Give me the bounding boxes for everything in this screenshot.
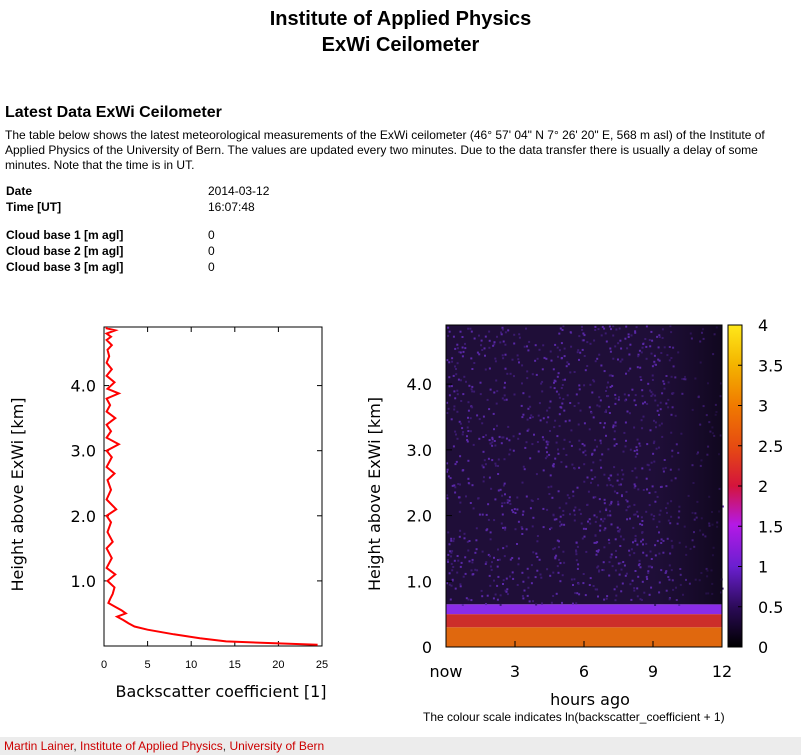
y-tick-label: 2.0 — [71, 507, 96, 526]
x-tick-label: 15 — [229, 659, 241, 671]
table-row: Time [UT] 16:07:48 — [3, 200, 272, 216]
y-tick-label: 3.0 — [71, 442, 96, 461]
x-tick-label: 20 — [272, 659, 284, 671]
heatmap-x-tick-label: 12 — [712, 662, 732, 681]
cloud-base-1-value: 0 — [208, 228, 215, 242]
footer: Martin Lainer, Institute of Applied Phys… — [0, 737, 801, 755]
colorbar-tick-label: 2 — [758, 477, 768, 496]
intro-paragraph: The table below shows the latest meteoro… — [5, 128, 765, 172]
heatmap-y-tick-label: 2.0 — [407, 507, 432, 526]
heatmap-speckle — [535, 603, 538, 606]
colorbar-tick-label: 0 — [758, 638, 768, 657]
heatmap-layer — [446, 604, 722, 615]
y-axis-label: Height above ExWi [km] — [8, 397, 27, 591]
time-label: Time [UT] — [6, 200, 62, 214]
cloud-base-3-value: 0 — [208, 260, 215, 274]
x-tick-label: 0 — [101, 659, 107, 671]
backscatter-profile-line — [104, 327, 318, 646]
colorbar-tick-label: 3.5 — [758, 356, 783, 375]
x-tick-label: 10 — [185, 659, 197, 671]
heatmap-x-axis-label: hours ago — [550, 690, 630, 709]
cloud-base-2-value: 0 — [208, 244, 215, 258]
heatmap-y-tick-label: 1.0 — [407, 572, 432, 591]
heatmap-y-axis-label: Height above ExWi [km] — [365, 397, 384, 591]
colorbar-tick-label: 1 — [758, 558, 768, 577]
heatmap-speckle — [678, 604, 681, 606]
footer-author[interactable]: Martin Lainer — [4, 739, 74, 753]
heatmap-y-tick-label: 0 — [422, 638, 432, 657]
section-title: Latest Data ExWi Ceilometer — [5, 104, 222, 121]
cloud-base-2-label: Cloud base 2 [m agl] — [6, 244, 124, 258]
heatmap-x-tick-label: 9 — [648, 662, 658, 681]
cloud-base-3-label: Cloud base 3 [m agl] — [6, 260, 124, 274]
table-row: Cloud base 1 [m agl] 0 — [3, 228, 272, 244]
colorbar-tick-label: 0.5 — [758, 598, 783, 617]
time-value: 16:07:48 — [208, 200, 255, 214]
x-tick-label: 5 — [145, 659, 151, 671]
heatmap-x-tick-label: now — [429, 662, 462, 681]
heatmap-speckle — [461, 604, 464, 606]
cloud-base-1-label: Cloud base 1 [m agl] — [6, 228, 124, 242]
colorbar-tick-label: 2.5 — [758, 437, 783, 456]
heatmap-speckle — [721, 587, 724, 590]
header-title-line2: ExWi Ceilometer — [321, 34, 480, 56]
page-header: Institute of Applied Physics ExWi Ceilom… — [0, 6, 801, 58]
footer-university[interactable]: University of Bern — [229, 739, 325, 753]
x-axis-label: Backscatter coefficient [1] — [116, 682, 327, 701]
profile-plot-frame — [103, 326, 323, 647]
heatmap-speckle — [499, 603, 502, 606]
x-tick-label: 25 — [316, 659, 328, 671]
heatmap-y-tick-label: 4.0 — [407, 375, 432, 394]
colorbar-tick-label: 3 — [758, 397, 768, 416]
heatmap-speckle — [721, 505, 724, 508]
table-row: Cloud base 3 [m agl] 0 — [3, 260, 272, 276]
colorbar-tick-label: 4 — [758, 316, 768, 335]
y-tick-label: 4.0 — [71, 377, 96, 396]
date-label: Date — [6, 184, 33, 198]
measurements-table: Date 2014-03-12 Time [UT] 16:07:48 Cloud… — [3, 184, 272, 276]
footer-institute[interactable]: Institute of Applied Physics — [80, 739, 223, 753]
heatmap-speckle — [654, 604, 657, 606]
table-spacer — [3, 216, 272, 228]
y-tick-label: 1.0 — [71, 572, 96, 591]
heatmap-x-tick-label: 6 — [579, 662, 589, 681]
header-title-line1: Institute of Applied Physics — [269, 8, 532, 30]
colour-scale-caption: The colour scale indicates ln(backscatte… — [423, 710, 725, 724]
heatmap-y-tick-label: 3.0 — [407, 441, 432, 460]
heatmap-x-tick-label: 3 — [510, 662, 520, 681]
table-row: Cloud base 2 [m agl] 0 — [3, 244, 272, 260]
heatmap-layer — [446, 614, 722, 628]
date-value: 2014-03-12 — [208, 184, 270, 198]
heatmap-fade — [446, 325, 722, 605]
colorbar-tick-label: 1.5 — [758, 517, 783, 536]
table-row: Date 2014-03-12 — [3, 184, 272, 200]
